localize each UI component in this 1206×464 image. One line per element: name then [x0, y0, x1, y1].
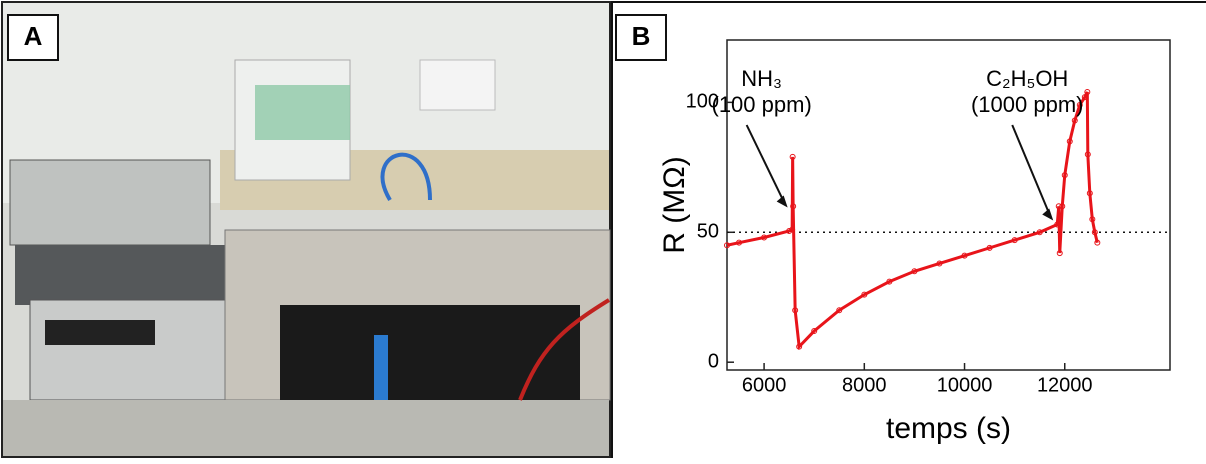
annotation-text: (100 ppm) — [712, 92, 812, 117]
annotation-text: (1000 ppm) — [971, 92, 1084, 117]
data-point — [792, 307, 799, 314]
data-point — [1036, 229, 1043, 236]
bench — [3, 400, 609, 456]
red-cable — [518, 298, 611, 401]
series-line — [726, 91, 1099, 350]
plot-frame — [726, 39, 1171, 371]
data-point — [736, 239, 743, 246]
data-point — [1081, 94, 1088, 101]
annotation-arrow — [1011, 124, 1053, 219]
annotation-text: NH₃ — [741, 66, 782, 91]
x-tick-label: 12000 — [1037, 374, 1093, 396]
data-point — [911, 268, 918, 275]
data-point — [1089, 216, 1096, 223]
data-point — [1066, 138, 1073, 145]
data-point — [1071, 117, 1078, 124]
x-tick-label: 8000 — [842, 374, 887, 396]
data-point — [1076, 101, 1083, 108]
annotation-text: C₂H₅OH — [986, 66, 1068, 91]
y-tick-label: 50 — [697, 221, 719, 243]
x-tick-label: 10000 — [937, 374, 993, 396]
data-point — [1059, 203, 1066, 210]
data-point — [1094, 239, 1101, 246]
y-axis-label: R (MΩ) — [658, 156, 691, 253]
x-axis-label: temps (s) — [886, 412, 1011, 445]
y-tick-label: 0 — [708, 350, 719, 372]
data-point — [1086, 190, 1093, 197]
multimeter — [9, 159, 211, 246]
data-point — [790, 203, 797, 210]
shelf — [15, 245, 230, 305]
blue-tube — [380, 152, 432, 202]
panel-a-label: A — [24, 21, 43, 51]
data-point — [789, 226, 796, 233]
socket-cover — [255, 85, 350, 140]
x-tick-label: 6000 — [742, 374, 787, 396]
data-point — [1011, 237, 1018, 244]
data-point — [1055, 203, 1062, 210]
panel-b-label: B — [632, 21, 651, 51]
data-point — [1084, 88, 1091, 95]
panel-b-box — [615, 14, 667, 61]
arrow-head — [776, 195, 788, 208]
data-point — [1061, 172, 1068, 179]
panel-b-frame — [611, 1, 1206, 458]
data-point — [1091, 229, 1098, 236]
panel-a-box — [7, 14, 59, 61]
data-point — [1084, 151, 1091, 158]
electrometer — [29, 299, 231, 401]
data-point — [786, 227, 793, 234]
wall-socket — [419, 59, 496, 111]
data-point — [761, 234, 768, 241]
data-point — [836, 307, 843, 314]
data-point — [861, 291, 868, 298]
data-point — [789, 153, 796, 160]
display — [45, 320, 155, 345]
y-tick-label: 100 — [686, 91, 719, 113]
arrow-head — [1042, 208, 1054, 221]
front-panel — [280, 305, 580, 400]
chart: 6000 8000 10000 12000 0 50 100 temps (s) R (MΩ) N… — [658, 39, 1171, 445]
data-point — [1054, 221, 1061, 228]
data-point — [986, 244, 993, 251]
data-point — [936, 260, 943, 267]
photo — [1, 1, 611, 458]
data-point — [961, 252, 968, 259]
data-point — [886, 278, 893, 285]
data-point — [724, 242, 730, 249]
cable — [374, 335, 388, 405]
data-point — [1056, 250, 1063, 257]
data-point — [796, 343, 803, 350]
data-point — [811, 328, 818, 335]
annotation-arrow — [745, 124, 787, 206]
